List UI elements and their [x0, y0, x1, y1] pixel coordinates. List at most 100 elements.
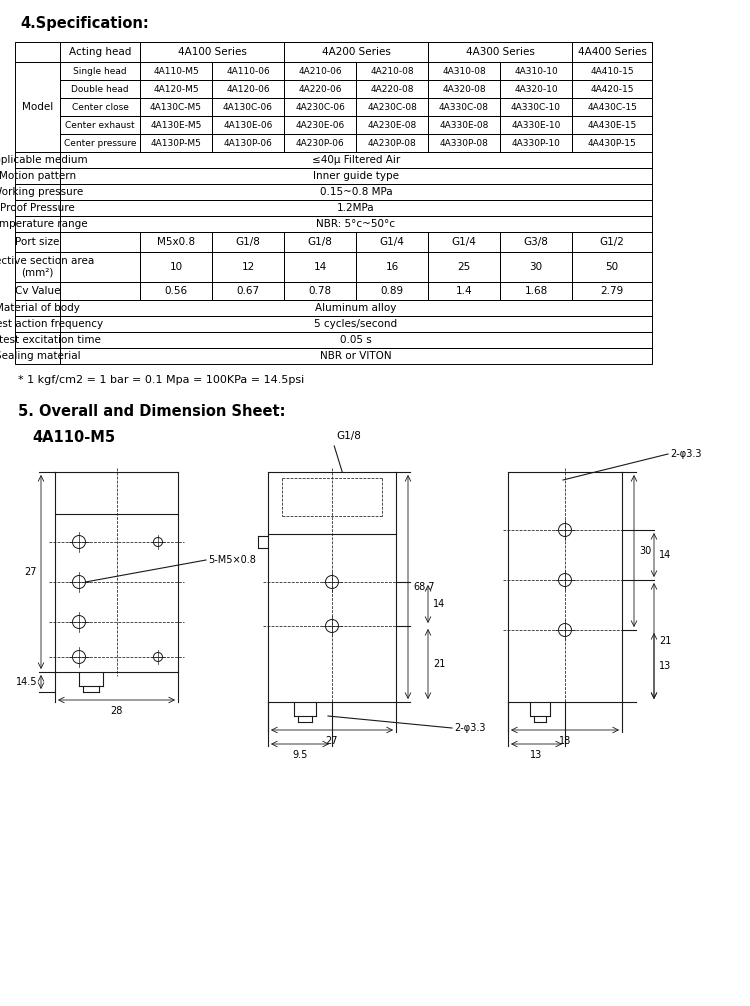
Text: Sealing material: Sealing material [0, 351, 80, 361]
Bar [356, 116, 428, 134]
Circle shape [73, 651, 86, 664]
Text: 4A110-06: 4A110-06 [226, 66, 270, 75]
Text: 68.7: 68.7 [413, 582, 434, 592]
Text: Single head: Single head [74, 66, 127, 75]
Text: G1/4: G1/4 [380, 237, 404, 247]
Text: 0.67: 0.67 [236, 286, 260, 296]
Text: 4A120-M5: 4A120-M5 [153, 85, 199, 94]
Circle shape [73, 535, 86, 548]
Text: 4A430P-15: 4A430P-15 [588, 139, 636, 148]
Text: 4A200 Series: 4A200 Series [322, 47, 391, 57]
Bar [15, 216, 60, 232]
Text: 9.5: 9.5 [292, 750, 308, 760]
Text: 4A130C-M5: 4A130C-M5 [150, 103, 202, 112]
Bar [284, 252, 356, 282]
Text: Inner guide type: Inner guide type [313, 171, 399, 181]
Text: 30: 30 [530, 262, 542, 272]
Text: 2-φ3.3: 2-φ3.3 [454, 723, 485, 733]
Bar [572, 116, 652, 134]
Text: 28: 28 [110, 706, 123, 716]
Bar [284, 62, 356, 80]
Bar [60, 300, 652, 316]
Text: 14: 14 [314, 262, 327, 272]
Text: Motion pattern: Motion pattern [0, 171, 76, 181]
Circle shape [559, 523, 572, 536]
Text: 16: 16 [386, 262, 399, 272]
Bar [140, 62, 212, 80]
Text: 4A130C-06: 4A130C-06 [223, 103, 273, 112]
Text: 0.05 s: 0.05 s [340, 335, 372, 345]
Bar [284, 98, 356, 116]
Text: 4A220-08: 4A220-08 [370, 85, 414, 94]
Bar [60, 116, 140, 134]
Text: 4A430E-15: 4A430E-15 [587, 121, 637, 130]
Bar [284, 80, 356, 98]
Text: ≤40μ Filtered Air: ≤40μ Filtered Air [312, 155, 401, 165]
Circle shape [326, 620, 338, 633]
Bar [140, 116, 212, 134]
Bar [140, 252, 212, 282]
Circle shape [559, 624, 572, 637]
Text: 4A230E-08: 4A230E-08 [368, 121, 417, 130]
Text: 1.68: 1.68 [524, 286, 548, 296]
Text: Working pressure: Working pressure [0, 187, 83, 197]
Text: 4A130E-M5: 4A130E-M5 [150, 121, 202, 130]
Bar [60, 200, 652, 216]
Bar [15, 152, 60, 168]
Text: 13: 13 [530, 750, 542, 760]
Text: 0.15~0.8 MPa: 0.15~0.8 MPa [320, 187, 392, 197]
Bar [60, 216, 652, 232]
Bar [572, 134, 652, 152]
Bar [15, 252, 60, 282]
Bar [572, 42, 652, 62]
Text: Highest action frequency: Highest action frequency [0, 319, 103, 329]
Text: Cv Value: Cv Value [15, 286, 60, 296]
Bar [500, 282, 572, 300]
Bar [60, 332, 652, 348]
Circle shape [154, 537, 163, 546]
Circle shape [154, 653, 163, 662]
Bar [428, 80, 500, 98]
Bar [60, 282, 140, 300]
Text: G1/2: G1/2 [599, 237, 625, 247]
Bar [60, 80, 140, 98]
Text: 4A230C-08: 4A230C-08 [367, 103, 417, 112]
Text: 4A230P-08: 4A230P-08 [368, 139, 416, 148]
Bar [140, 232, 212, 252]
Text: 27: 27 [25, 567, 37, 577]
Text: 27: 27 [326, 736, 338, 746]
Text: G1/8: G1/8 [336, 431, 361, 441]
Text: 4A230P-06: 4A230P-06 [296, 139, 344, 148]
Text: Applicable medium: Applicable medium [0, 155, 88, 165]
Bar [284, 232, 356, 252]
Bar [500, 252, 572, 282]
Text: Proof Pressure: Proof Pressure [0, 203, 75, 213]
Text: 4.Specification:: 4.Specification: [20, 16, 148, 31]
Text: 4A330P-10: 4A330P-10 [512, 139, 560, 148]
Bar [284, 282, 356, 300]
Bar [60, 348, 652, 364]
Text: G1/8: G1/8 [236, 237, 260, 247]
Bar [428, 98, 500, 116]
Text: G3/8: G3/8 [524, 237, 548, 247]
Circle shape [73, 575, 86, 589]
Bar [212, 252, 284, 282]
Bar [428, 252, 500, 282]
Bar [572, 62, 652, 80]
Bar [140, 80, 212, 98]
Bar [140, 42, 284, 62]
Bar [212, 282, 284, 300]
Text: 4A330E-10: 4A330E-10 [512, 121, 561, 130]
Text: Aluminum alloy: Aluminum alloy [315, 303, 397, 313]
Text: 4A330C-10: 4A330C-10 [511, 103, 561, 112]
Text: Center exhaust: Center exhaust [65, 121, 135, 130]
Text: 4A110-M5: 4A110-M5 [153, 66, 199, 75]
Bar [356, 134, 428, 152]
Circle shape [73, 616, 86, 629]
Bar [572, 282, 652, 300]
Circle shape [559, 573, 572, 586]
Bar [140, 134, 212, 152]
Bar [572, 252, 652, 282]
Bar [60, 316, 652, 332]
Bar [428, 116, 500, 134]
